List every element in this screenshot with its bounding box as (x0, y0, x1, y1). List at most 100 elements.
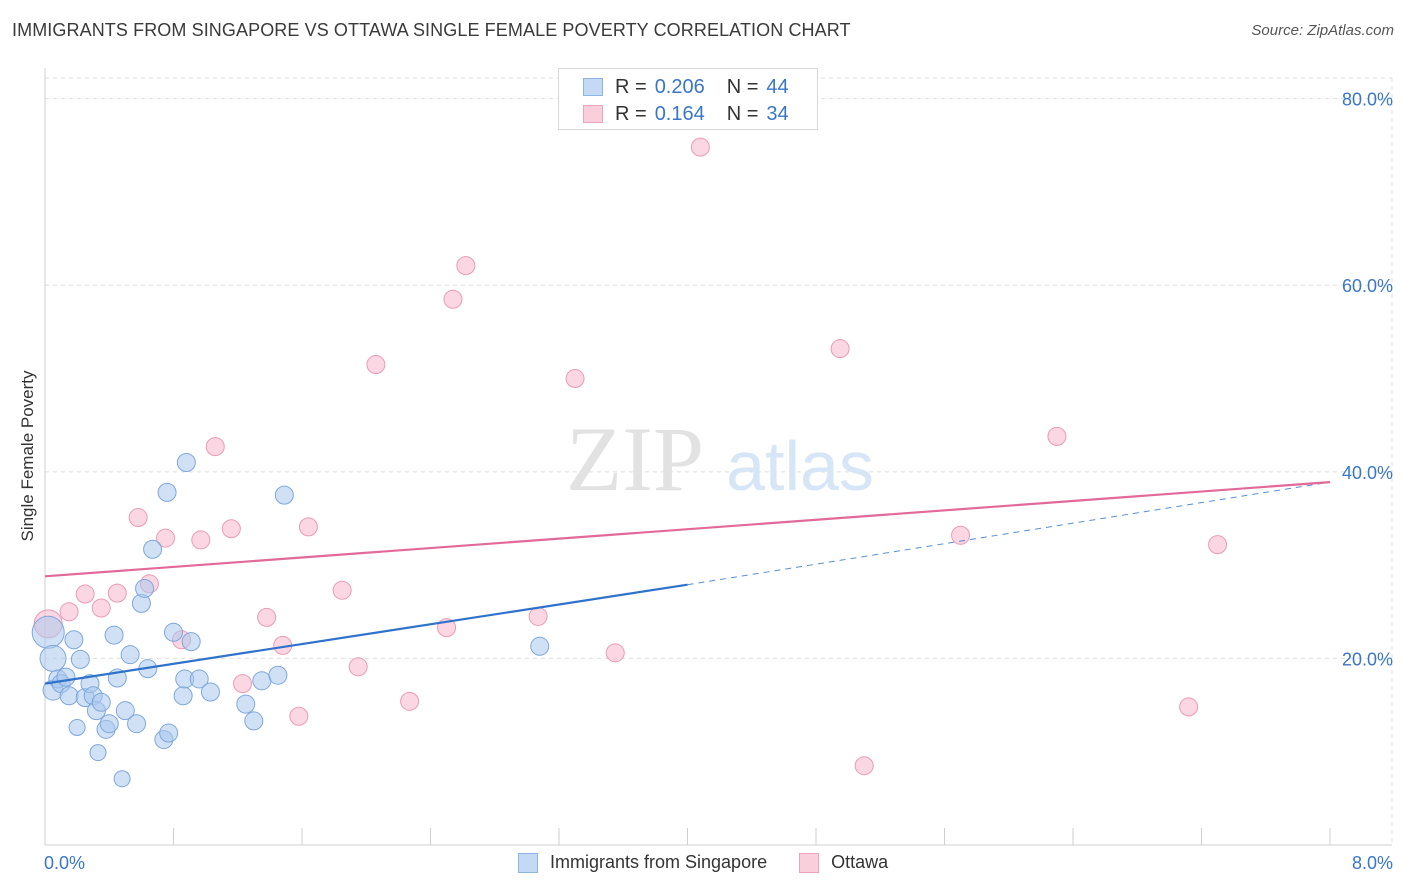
singapore-point (236, 694, 256, 714)
series-legend-ottawa[interactable]: Ottawa (799, 852, 888, 873)
singapore-point (252, 671, 272, 691)
watermark: ZIP atlas (566, 408, 874, 510)
y-tick-label: 40.0% (1342, 463, 1393, 483)
singapore-point (274, 485, 294, 505)
ottawa-point (257, 607, 277, 627)
singapore-point (173, 686, 193, 706)
singapore-point (159, 723, 179, 743)
y-axis-label: Single Female Poverty (18, 370, 37, 542)
ottawa-point (107, 583, 127, 603)
tick-labels: 20.0% 40.0% 60.0% 80.0% 0.0% 8.0% (44, 90, 1393, 873)
singapore-point (70, 649, 90, 669)
ottawa-point (348, 657, 368, 677)
singapore-trend-extension (687, 481, 1331, 586)
ottawa-point (298, 517, 318, 537)
singapore-point (68, 718, 86, 736)
source-prefix: Source: (1251, 22, 1308, 39)
ottawa-point (400, 691, 420, 711)
singapore-point (135, 578, 155, 598)
singapore-point (39, 644, 67, 672)
ottawa-point (128, 508, 148, 528)
x-tick-label: 8.0% (1352, 853, 1393, 873)
legend-r-value: 0.164 (654, 102, 705, 125)
singapore-point (115, 701, 135, 721)
ottawa-point (1047, 426, 1067, 446)
ottawa-point (951, 525, 971, 545)
ottawa-point (605, 643, 625, 663)
singapore-point (157, 482, 177, 502)
ottawa-point (690, 137, 710, 157)
series-legend: Immigrants from Singapore Ottawa (518, 852, 920, 873)
legend-n-value: 44 (766, 75, 789, 98)
legend-r-label: R = (615, 102, 647, 125)
ottawa-point (221, 519, 241, 539)
axes (44, 68, 1392, 846)
legend-n-label: N = (726, 102, 759, 125)
legend-row-singapore: R = 0.206 N = 44 (583, 75, 789, 99)
source-credit: Source: ZipAtlas.com (1251, 22, 1394, 39)
series-swatch-singapore (518, 852, 538, 873)
legend-swatch-singapore (583, 78, 603, 96)
ottawa-point (332, 580, 352, 600)
singapore-point (104, 625, 124, 645)
y-tick-label: 80.0% (1342, 90, 1393, 110)
singapore-trend-line (44, 583, 688, 685)
ottawa-point (59, 602, 79, 622)
legend-n-value: 34 (766, 102, 789, 125)
singapore-point (89, 744, 107, 762)
singapore-point (200, 682, 220, 702)
singapore-point (59, 686, 79, 706)
singapore-point (113, 770, 131, 788)
watermark-zip: ZIP (566, 408, 704, 510)
series-label-ottawa: Ottawa (831, 852, 889, 872)
data-points (31, 137, 1228, 788)
ottawa-point (75, 584, 95, 604)
correlation-legend: R = 0.206 N = 44 R = 0.164 N = 34 (558, 68, 818, 130)
legend-r-value: 0.206 (654, 75, 705, 98)
singapore-point (127, 714, 147, 734)
ottawa-trend-line (44, 480, 1331, 578)
singapore-point (120, 645, 140, 665)
chart-title: IMMIGRANTS FROM SINGAPORE VS OTTAWA SING… (12, 20, 851, 40)
singapore-point (56, 667, 76, 687)
x-tick-label: 0.0% (44, 853, 85, 873)
singapore-point (31, 615, 65, 649)
singapore-point (164, 622, 183, 642)
ottawa-point (830, 339, 850, 359)
singapore-point (268, 665, 288, 685)
singapore-point (91, 692, 111, 712)
ottawa-point (565, 369, 585, 389)
legend-swatch-ottawa (583, 105, 603, 123)
ottawa-point (205, 437, 225, 457)
singapore-point (181, 632, 201, 652)
singapore-point (99, 714, 119, 734)
singapore-point (530, 636, 550, 656)
singapore-point (64, 630, 84, 650)
watermark-atlas: atlas (726, 427, 874, 505)
singapore-point (176, 453, 196, 472)
ottawa-point (155, 528, 175, 548)
source-link[interactable]: ZipAtlas.com (1307, 22, 1394, 39)
singapore-point (244, 711, 264, 731)
singapore-point (143, 539, 163, 559)
grid-lines (45, 77, 1393, 845)
y-tick-label: 60.0% (1342, 276, 1393, 296)
legend-row-ottawa: R = 0.164 N = 34 (583, 102, 789, 126)
singapore-point (189, 669, 209, 689)
ottawa-point (91, 598, 111, 618)
y-tick-label: 20.0% (1342, 649, 1393, 669)
ottawa-point (1179, 697, 1199, 717)
ottawa-point (233, 674, 253, 694)
series-legend-singapore[interactable]: Immigrants from Singapore (518, 852, 767, 873)
ottawa-point (191, 530, 211, 550)
ottawa-point (1208, 535, 1228, 555)
series-swatch-ottawa (799, 852, 820, 873)
ottawa-point (456, 256, 476, 276)
series-label-singapore: Immigrants from Singapore (550, 852, 768, 872)
ottawa-point (443, 289, 463, 309)
ottawa-point (366, 355, 386, 375)
legend-r-label: R = (615, 75, 647, 98)
legend-n-label: N = (726, 75, 759, 98)
ottawa-point (289, 706, 309, 726)
